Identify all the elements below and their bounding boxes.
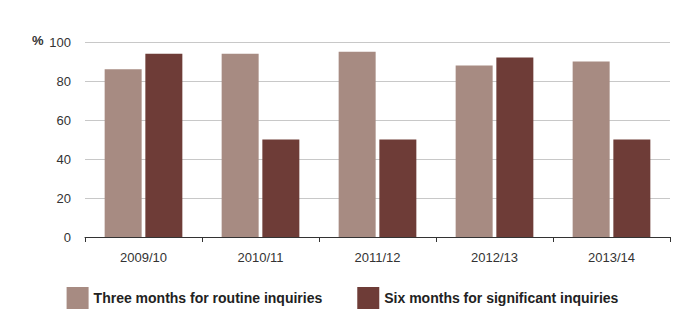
svg-text:100: 100 [49, 35, 71, 50]
svg-text:20: 20 [57, 191, 71, 206]
svg-text:2011/12: 2011/12 [354, 250, 400, 265]
svg-text:%: % [32, 33, 44, 48]
svg-text:Six months for significant inq: Six months for significant inquiries [384, 290, 618, 306]
svg-text:Three months for routine inqui: Three months for routine inquiries [94, 290, 323, 306]
svg-text:2010/11: 2010/11 [237, 250, 283, 265]
svg-text:60: 60 [57, 113, 71, 128]
svg-text:2012/13: 2012/13 [471, 250, 518, 265]
svg-text:2009/10: 2009/10 [120, 250, 167, 265]
svg-text:40: 40 [57, 152, 71, 167]
svg-text:0: 0 [64, 230, 71, 245]
svg-text:2013/14: 2013/14 [588, 250, 635, 265]
svg-text:80: 80 [57, 74, 71, 89]
